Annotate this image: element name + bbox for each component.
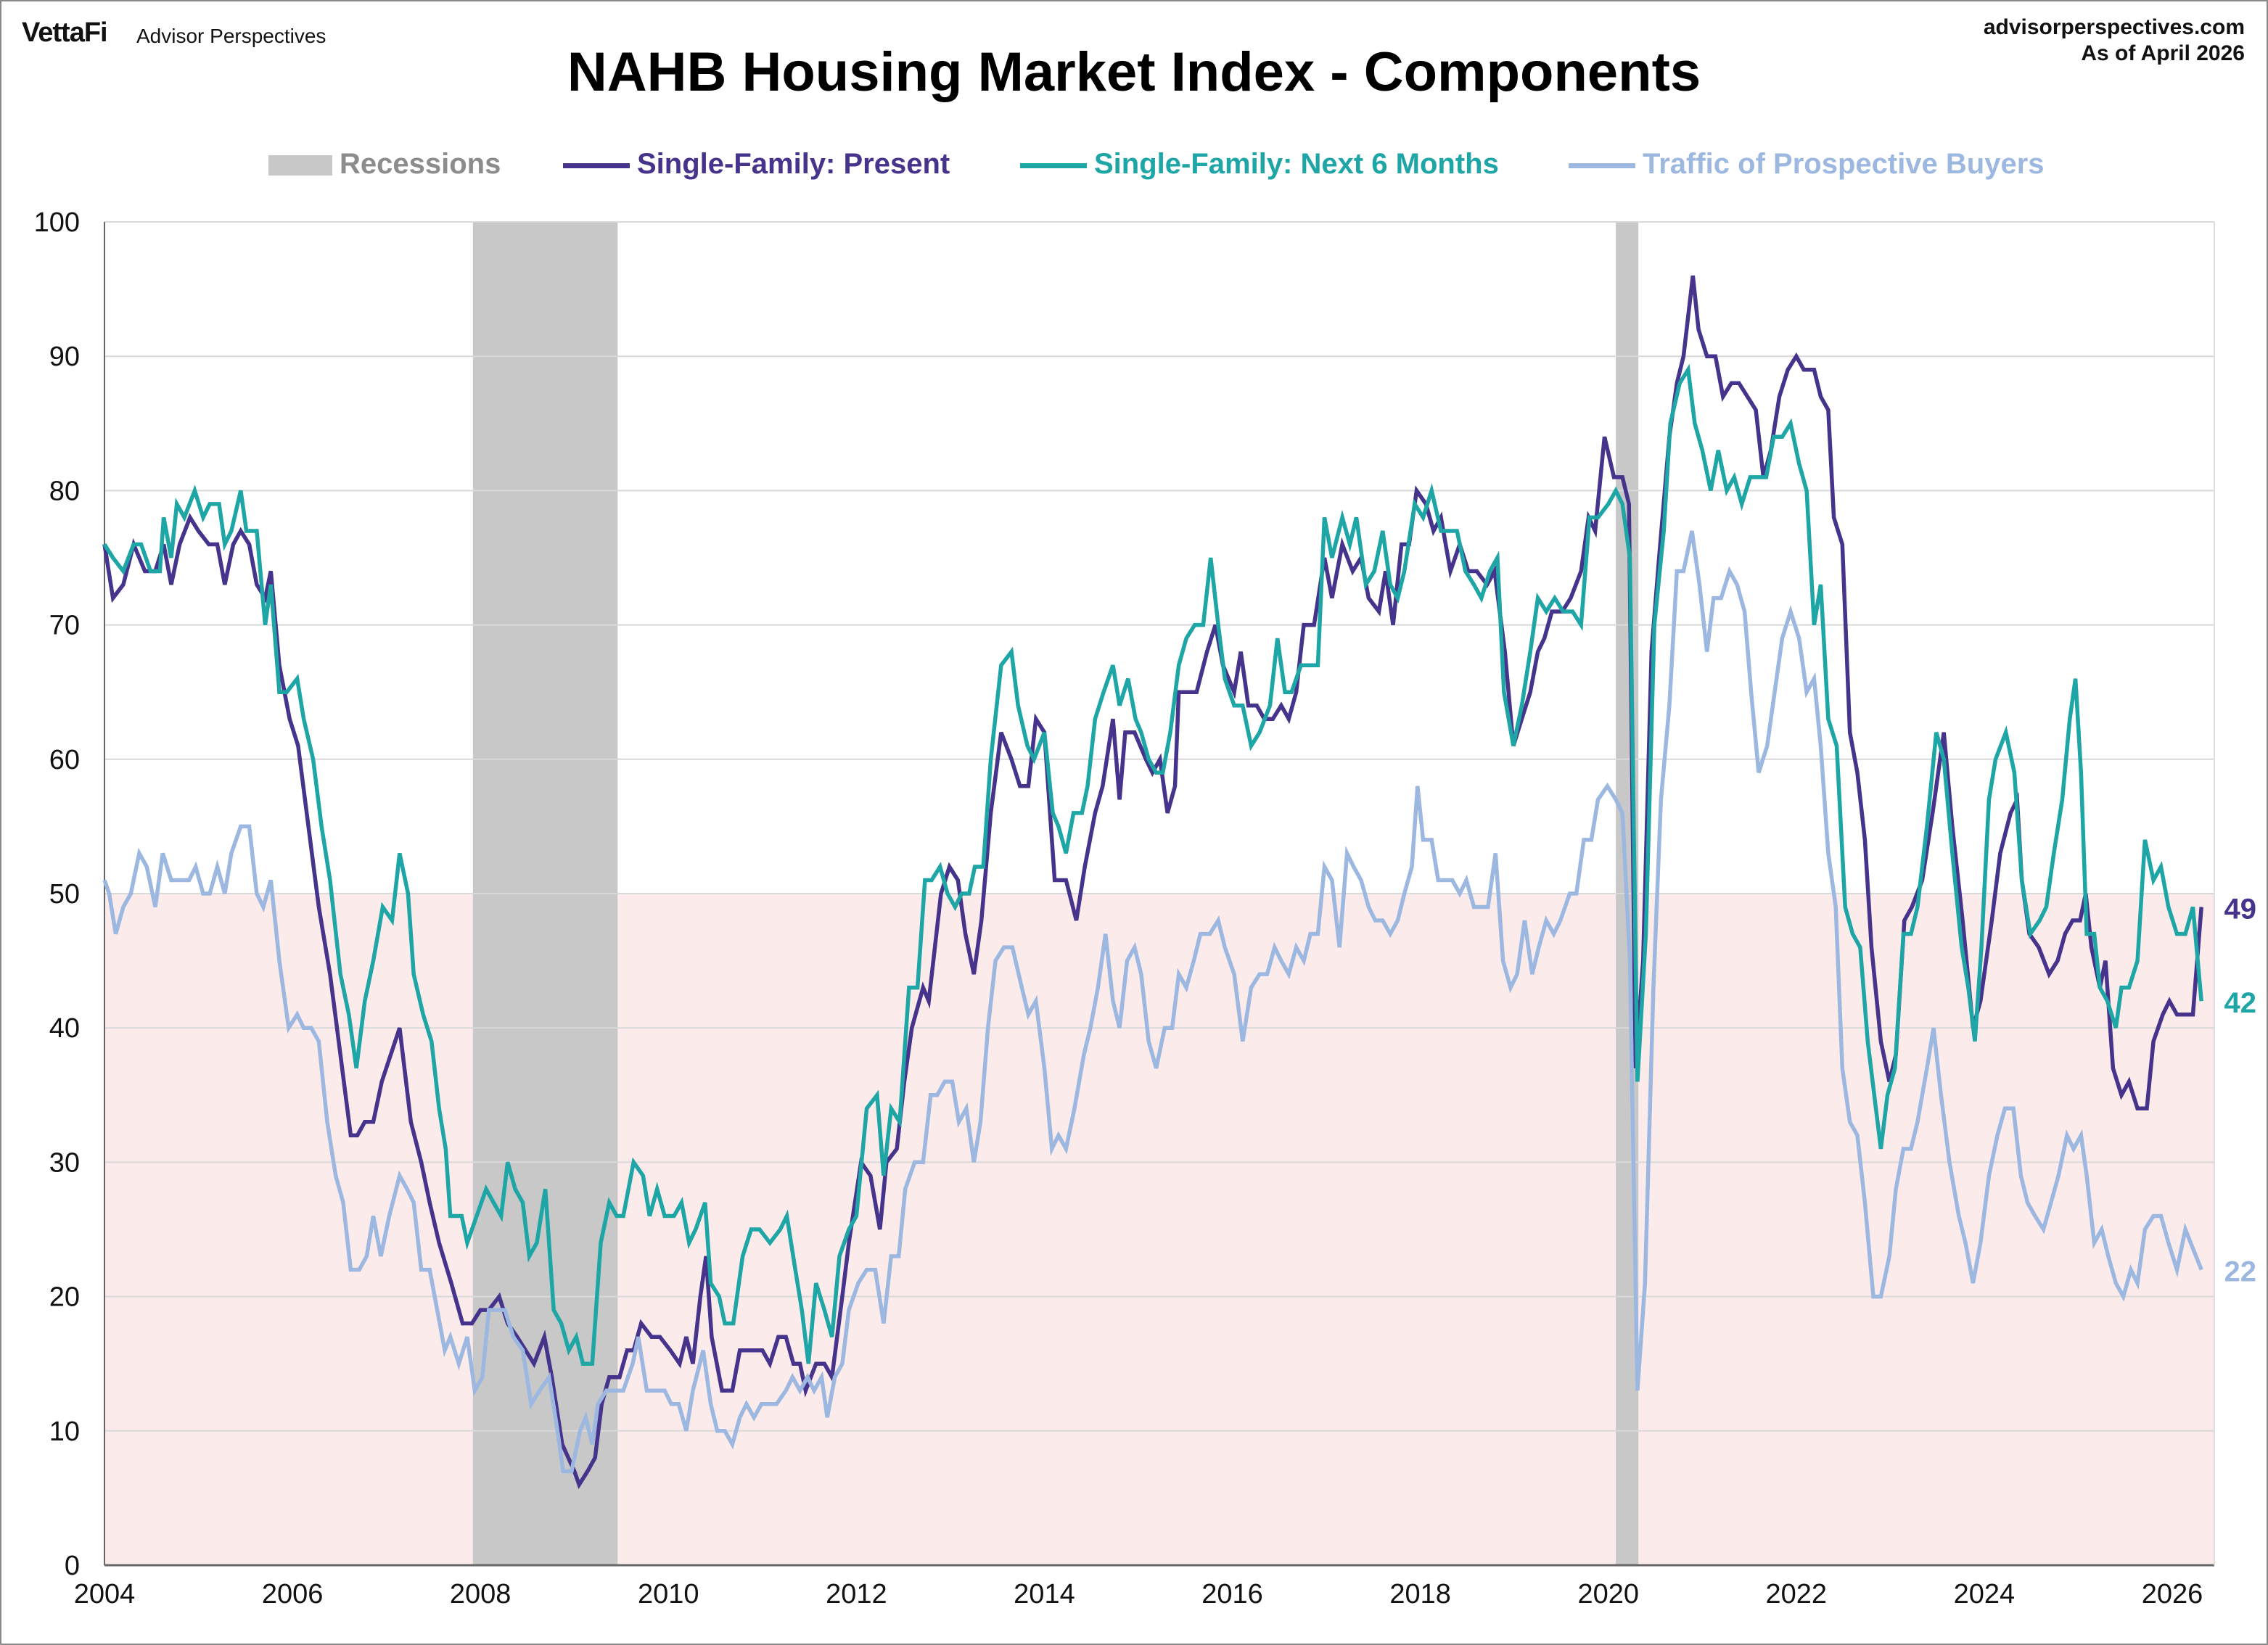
vettafi-logo: VettaFi bbox=[22, 17, 108, 48]
x-tick-label: 2026 bbox=[2142, 1579, 2203, 1609]
legend-item-recessions: Recessions bbox=[268, 142, 501, 186]
last-value-label-present: 49 bbox=[2224, 894, 2257, 925]
x-tick-label: 2010 bbox=[638, 1579, 699, 1609]
legend-item-present: Single-Family: Present bbox=[563, 142, 950, 186]
y-tick-label: 80 bbox=[49, 476, 80, 506]
series-line-next6 bbox=[102, 363, 2203, 1366]
legend-swatch-traffic bbox=[1569, 162, 1635, 168]
legend-item-next6: Single-Family: Next 6 Months bbox=[1020, 142, 1499, 186]
y-tick-label: 50 bbox=[49, 879, 80, 910]
site-url: advisorperspectives.com bbox=[1983, 15, 2245, 39]
y-tick-label: 90 bbox=[49, 342, 80, 372]
below-50-shade bbox=[104, 894, 2214, 1565]
x-tick-label: 2004 bbox=[74, 1579, 136, 1609]
x-tick-label: 2014 bbox=[1014, 1579, 1075, 1609]
x-tick-label: 2016 bbox=[1201, 1579, 1263, 1609]
as-of-date: As of April 2026 bbox=[2081, 41, 2245, 65]
chart-title: NAHB Housing Market Index - Components bbox=[567, 41, 1701, 103]
legend-label: Recessions bbox=[340, 148, 501, 180]
legend: Recessions Single-Family: Present Single… bbox=[0, 142, 2268, 186]
legend-label: Traffic of Prospective Buyers bbox=[1643, 148, 2045, 180]
y-tick-label: 0 bbox=[65, 1551, 80, 1581]
y-tick-label: 30 bbox=[49, 1147, 80, 1178]
x-tick-label: 2008 bbox=[450, 1579, 511, 1609]
legend-item-traffic: Traffic of Prospective Buyers bbox=[1569, 142, 2045, 186]
legend-swatch-present bbox=[563, 162, 630, 168]
legend-label: Single-Family: Present bbox=[637, 148, 950, 180]
legend-swatch-recessions bbox=[268, 155, 332, 176]
x-tick-label: 2006 bbox=[262, 1579, 324, 1609]
y-tick-label: 10 bbox=[49, 1417, 80, 1447]
last-value-label-next6: 42 bbox=[2224, 987, 2257, 1019]
legend-swatch-next6 bbox=[1020, 162, 1087, 168]
y-tick-label: 60 bbox=[49, 745, 80, 775]
last-value-label-traffic: 22 bbox=[2224, 1256, 2257, 1288]
x-tick-label: 2018 bbox=[1389, 1579, 1451, 1609]
y-tick-label: 40 bbox=[49, 1013, 80, 1044]
series-line-traffic bbox=[102, 530, 2203, 1474]
source-block: advisorperspectives.com As of April 2026 bbox=[1984, 15, 2245, 67]
x-tick-label: 2020 bbox=[1577, 1579, 1639, 1609]
y-tick-label: 70 bbox=[49, 611, 80, 641]
advisor-perspectives-logo: Advisor Perspectives bbox=[136, 25, 326, 47]
x-tick-label: 2012 bbox=[826, 1579, 887, 1609]
legend-label: Single-Family: Next 6 Months bbox=[1094, 148, 1499, 180]
y-tick-label: 20 bbox=[49, 1282, 80, 1313]
y-tick-label: 100 bbox=[34, 207, 80, 238]
x-tick-label: 2024 bbox=[1954, 1579, 2016, 1609]
x-tick-label: 2022 bbox=[1766, 1579, 1828, 1609]
